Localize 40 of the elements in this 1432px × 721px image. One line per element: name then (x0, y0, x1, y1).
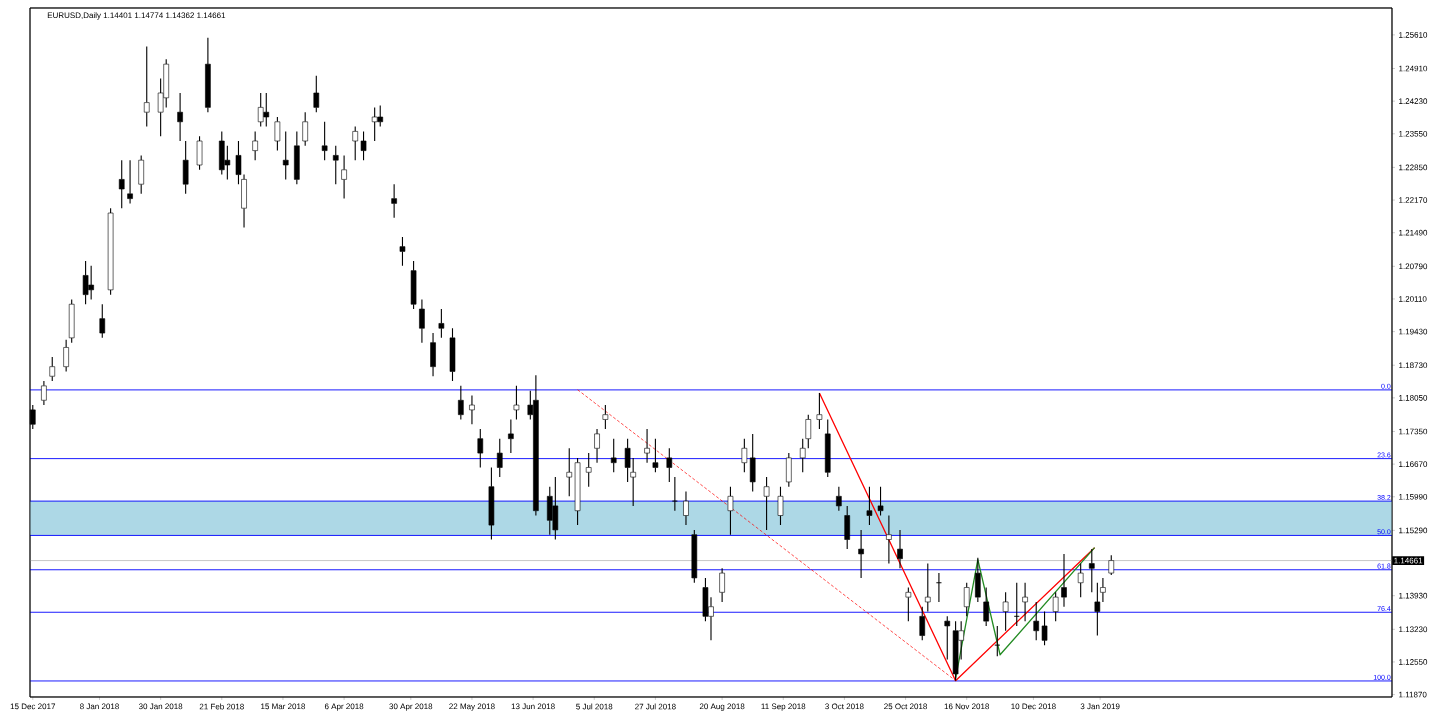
y-tick-label: 1.24910 (1399, 65, 1428, 72)
chart-title: EURUSD,Daily 1.14401 1.14774 1.14362 1.14661 (47, 12, 226, 20)
x-tick-label: 15 Mar 2018 (261, 703, 306, 710)
x-tick-label: 3 Oct 2018 (825, 703, 864, 710)
y-tick-label: 1.16670 (1399, 461, 1428, 467)
x-tick-label: 15 Dec 2017 (10, 703, 56, 710)
y-tick-label: 1.22850 (1399, 164, 1428, 171)
x-tick-label: 21 Feb 2018 (199, 703, 244, 710)
y-tick-label: 1.24230 (1399, 98, 1428, 104)
y-tick-label: 1.11870 (1399, 691, 1427, 698)
y-tick-label: 1.21490 (1399, 229, 1428, 236)
y-tick-label: 1.25610 (1399, 32, 1428, 38)
y-tick-label: 1.22170 (1399, 197, 1428, 203)
y-tick-label: 1.18730 (1399, 362, 1428, 369)
y-tick-label: 1.19430 (1399, 328, 1428, 335)
x-tick-label: 22 May 2018 (449, 703, 495, 711)
y-tick-label: 1.20790 (1399, 263, 1428, 270)
y-tick-label: 1.17350 (1399, 428, 1428, 435)
x-tick-label: 8 Jan 2018 (80, 703, 119, 710)
x-tick-label: 30 Jan 2018 (138, 703, 183, 710)
x-tick-label: 25 Oct 2018 (884, 703, 927, 710)
y-tick-label: 1.13930 (1399, 592, 1428, 599)
x-tick-label: 6 Apr 2018 (324, 703, 364, 711)
y-tick-label: 1.12550 (1399, 659, 1428, 665)
y-tick-label: 1.20110 (1399, 296, 1427, 302)
y-tick-label: 1.15290 (1399, 527, 1428, 534)
y-tick-label: 1.13230 (1399, 626, 1428, 633)
x-tick-label: 5 Jul 2018 (576, 703, 613, 710)
y-tick-label: 1.18050 (1399, 395, 1428, 401)
x-tick-label: 13 Jun 2018 (511, 703, 555, 710)
ref-line-label: 1.14661 (1394, 557, 1423, 564)
x-tick-label: 27 Jul 2018 (635, 703, 676, 710)
x-tick-label: 30 Apr 2018 (389, 703, 433, 711)
x-tick-label: 11 Sep 2018 (761, 703, 806, 711)
x-tick-label: 20 Aug 2018 (699, 703, 745, 711)
x-tick-label: 10 Dec 2018 (1011, 703, 1056, 710)
y-tick-label: 1.23550 (1399, 130, 1428, 137)
x-tick-label: 16 Nov 2018 (944, 703, 990, 710)
x-tick-label: 3 Jan 2019 (1080, 703, 1120, 710)
y-tick-label: 1.15990 (1399, 493, 1428, 500)
